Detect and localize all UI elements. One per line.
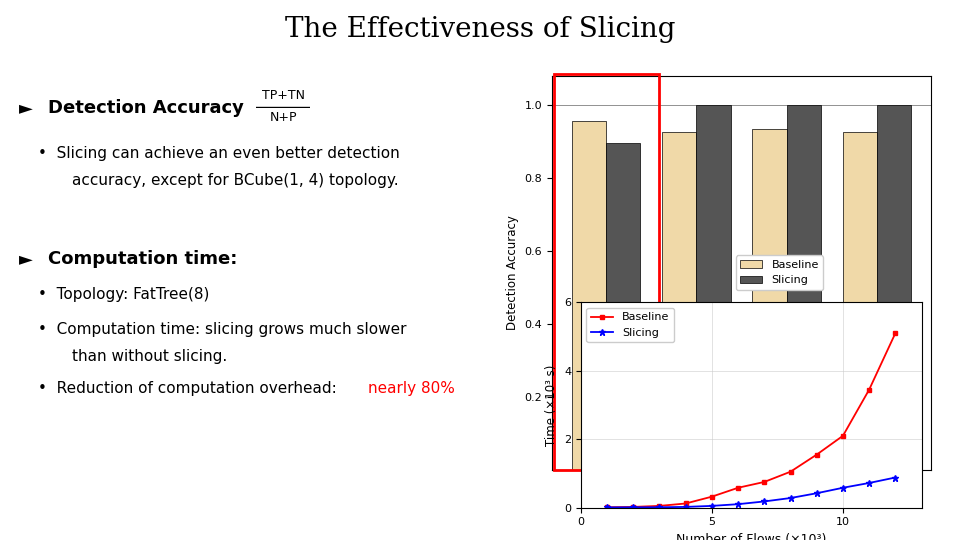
Text: nearly 80%: nearly 80% [368,381,454,396]
Baseline [732,484,744,491]
Baseline [680,500,691,507]
X-axis label: Topology: Topology [714,495,769,508]
Line: Slicing: Slicing [604,474,899,511]
Y-axis label: Detection Accuracy: Detection Accuracy [506,215,519,330]
Bar [662,132,696,470]
Bar [787,105,821,470]
Bar [606,143,640,470]
Bar [843,132,877,470]
Text: The Effectiveness of Slicing: The Effectiveness of Slicing [285,16,675,43]
Legend: Baseline, Slicing: Baseline, Slicing [735,255,824,290]
Bar [696,105,731,470]
Baseline [890,330,901,336]
Bar [554,74,659,470]
Text: •  Reduction of computation overhead:: • Reduction of computation overhead: [38,381,342,396]
Text: Computation time:: Computation time: [48,250,237,268]
Slicing [758,498,770,505]
Legend: Baseline, Slicing: Baseline, Slicing [587,308,674,342]
Slicing [837,484,849,491]
Bar [572,121,606,470]
Slicing [680,504,691,510]
Baseline [707,494,718,500]
Baseline [811,451,823,458]
Baseline [628,504,639,510]
Slicing [732,501,744,508]
Baseline [654,503,665,509]
Text: TP+TN: TP+TN [262,89,304,102]
Baseline [784,468,796,475]
Text: •  Slicing can achieve an even better detection: • Slicing can achieve an even better det… [38,146,400,161]
Slicing [707,503,718,509]
Text: accuracy, except for BCube(1, 4) topology.: accuracy, except for BCube(1, 4) topolog… [72,173,398,188]
Baseline [758,478,770,485]
Text: N+P: N+P [270,111,297,124]
Baseline [837,433,849,439]
Text: than without slicing.: than without slicing. [72,349,228,364]
Bar [753,129,787,470]
Text: •  Topology: FatTree(8): • Topology: FatTree(8) [38,287,210,302]
Slicing [784,495,796,501]
Text: •  Computation time: slicing grows much slower: • Computation time: slicing grows much s… [38,322,407,337]
Slicing [654,504,665,510]
Y-axis label: Time (×10³ s): Time (×10³ s) [545,364,559,445]
Text: Detection Accuracy: Detection Accuracy [48,99,244,117]
Line: Baseline: Baseline [605,330,898,510]
Slicing [601,504,612,511]
Bar [877,105,911,470]
X-axis label: Number of Flows (×10³): Number of Flows (×10³) [676,533,827,540]
Text: ►: ► [19,250,33,268]
Slicing [811,490,823,496]
Baseline [863,387,875,393]
Slicing [628,504,639,510]
Baseline [601,504,612,510]
Slicing [890,474,901,481]
Text: ►: ► [19,99,33,117]
Slicing [863,480,875,486]
